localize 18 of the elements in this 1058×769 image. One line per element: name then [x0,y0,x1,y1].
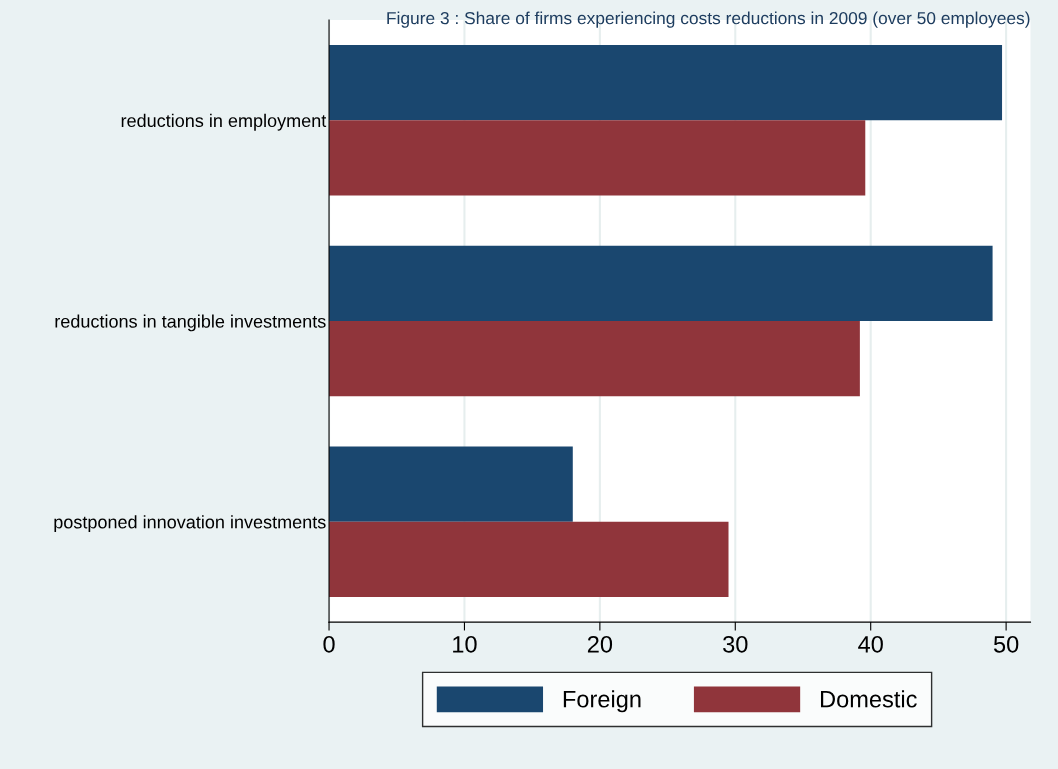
x-tick-label: 40 [858,635,883,653]
y-tick-label: postponed innovation investments [54,515,326,533]
bar [329,321,860,397]
legend-label: Foreign [563,690,641,713]
bar [329,446,573,522]
x-tick-label: 50 [993,635,1019,653]
bar [329,45,1003,121]
y-tick-label: reductions in employment [121,113,327,131]
x-tick-label: 30 [723,635,748,653]
bar [329,245,993,322]
x-tick-label: 10 [453,635,477,653]
bar [329,521,729,598]
chart-title: Figure 3 : Share of firms experiencing costs reductions in 2009 (over 50 employees) [387,11,1030,28]
x-tick-label: 20 [587,635,613,653]
bar [329,120,866,196]
x-tick-label: 0 [323,635,335,653]
y-tick-label: reductions in tangible investments [55,314,326,332]
legend-label: Domestic [820,690,917,708]
